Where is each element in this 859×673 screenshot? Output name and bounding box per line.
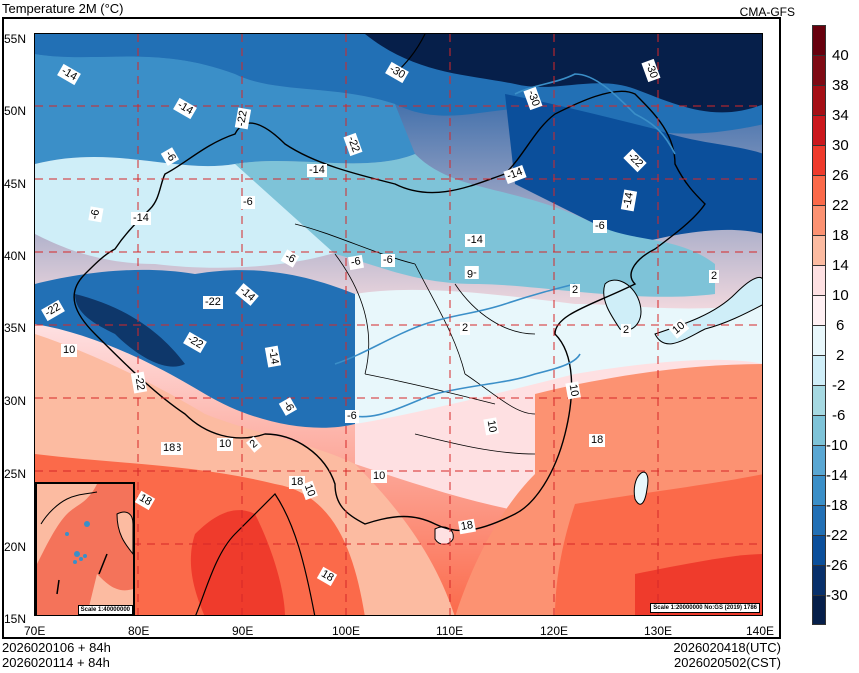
lat-label: 35N (4, 321, 27, 335)
init-time-cst: 2026020114 + 84h (2, 655, 110, 670)
contour-label: -6 (241, 196, 255, 209)
colorbar-label: -6 (832, 407, 846, 424)
colorbar-segment (812, 445, 826, 475)
colorbar-segment (812, 295, 826, 325)
model-source: CMA-GFS (739, 5, 795, 19)
lon-label: 70E (24, 624, 46, 638)
colorbar-segment (812, 355, 826, 385)
inset-scale: Scale 1:40000000 (77, 605, 133, 615)
contour-label: -6 (593, 220, 607, 233)
valid-time-cst: 2026020502(CST) (674, 655, 781, 670)
lon-label: 140E (746, 624, 775, 638)
colorbar-label: -2 (832, 377, 846, 394)
lat-label: 30N (4, 394, 27, 408)
colorbar-segment (812, 235, 826, 265)
contour-label: 2 (621, 324, 632, 337)
contour-label: 18 (161, 442, 178, 455)
lon-label: 110E (436, 624, 464, 638)
valid-time-utc: 2026020418(UTC) (673, 640, 781, 655)
contour-label: -14 (465, 234, 485, 247)
contour-label: -6 (345, 410, 359, 423)
lat-label: 25N (4, 467, 27, 481)
colorbar-segment (812, 145, 826, 175)
colorbar-segment (812, 205, 826, 235)
lat-label: 55N (4, 32, 27, 46)
contour-label: 18 (457, 518, 477, 535)
contour-label: -22 (203, 296, 223, 309)
lon-label: 90E (232, 624, 254, 638)
colorbar-label: 30 (832, 137, 849, 154)
colorbar-label: -10 (826, 437, 848, 454)
colorbar-segment (812, 85, 826, 115)
inset-svg (37, 484, 133, 615)
south-china-sea-inset: Scale 1:40000000 (35, 482, 135, 615)
colorbar-segment (812, 115, 826, 145)
colorbar-segment (812, 595, 826, 625)
colorbar-label: 38 (832, 77, 849, 94)
colorbar-segment (812, 55, 826, 85)
contour-label: -6 (465, 266, 479, 279)
init-time-utc: 2026020106 + 84h (2, 640, 111, 655)
contour-label: -6 (381, 254, 395, 267)
colorbar-segment (812, 385, 826, 415)
colorbar-label: -22 (826, 527, 848, 544)
colorbar-segment (812, 265, 826, 295)
contour-label: 10 (483, 417, 499, 436)
colorbar-segment (812, 415, 826, 445)
colorbar-label: 2 (836, 347, 845, 364)
lon-label: 100E (332, 624, 361, 638)
contour-label: 10 (565, 381, 581, 400)
chart-title: Temperature 2M (°C) (2, 1, 124, 16)
colorbar-label: 14 (832, 257, 849, 274)
colorbar-label: 40 (832, 47, 849, 64)
contour-label: 2 (460, 322, 471, 335)
lat-label: 40N (4, 249, 27, 263)
contour-label: 10 (217, 438, 234, 451)
contour-label: -14 (307, 164, 327, 177)
colorbar-segment (812, 325, 826, 355)
colorbar-segment (812, 25, 826, 55)
contour-label: 10 (61, 344, 78, 357)
plot-frame (2, 17, 781, 639)
lat-label: 20N (4, 540, 27, 554)
colorbar-label: 22 (832, 197, 849, 214)
colorbar-segment (812, 475, 826, 505)
lat-label: 50N (4, 104, 27, 118)
colorbar-segment (812, 175, 826, 205)
colorbar-segment (812, 535, 826, 565)
lon-label: 80E (128, 624, 150, 638)
contour-label: 2 (709, 270, 720, 283)
colorbar-label: 10 (832, 287, 849, 304)
colorbar-label: -26 (826, 557, 848, 574)
colorbar-label: -14 (826, 467, 848, 484)
lat-label: 15N (4, 612, 27, 626)
colorbar (812, 25, 826, 625)
colorbar-label: 18 (832, 227, 849, 244)
colorbar-label: 26 (832, 167, 849, 184)
contour-label: 18 (589, 434, 606, 447)
contour-label: 2 (570, 284, 581, 297)
contour-label: 10 (371, 470, 388, 483)
colorbar-label: -18 (826, 497, 848, 514)
colorbar-segment (812, 505, 826, 535)
contour-label: -6 (88, 206, 104, 223)
temperature-map: -14 -14 -22 -30 -30 -30 -22 -14 -6 -14 -… (34, 33, 763, 616)
colorbar-label: 6 (836, 317, 845, 334)
colorbar-label: 34 (832, 107, 849, 124)
contour-label: -6 (347, 254, 364, 271)
map-scale: Scale 1:20000000 No:GS (2019) 1786 (650, 603, 760, 613)
contour-label: -14 (131, 212, 151, 225)
lon-label: 120E (540, 624, 569, 638)
map-svg (35, 34, 762, 615)
colorbar-label: -30 (826, 587, 848, 604)
lat-label: 45N (4, 177, 27, 191)
colorbar-segment (812, 565, 826, 595)
lon-label: 130E (644, 624, 673, 638)
